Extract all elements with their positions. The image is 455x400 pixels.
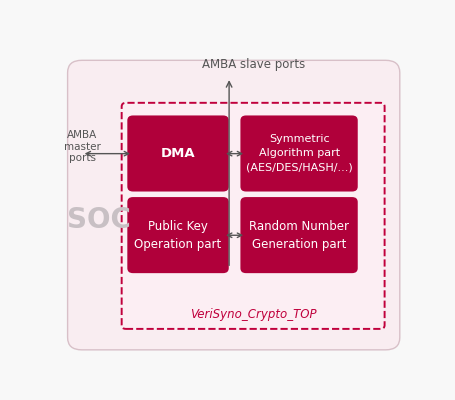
FancyBboxPatch shape <box>240 197 357 273</box>
FancyBboxPatch shape <box>240 116 357 192</box>
Text: AMBA
master
ports: AMBA master ports <box>64 130 101 163</box>
Text: Public Key
Operation part: Public Key Operation part <box>134 220 221 251</box>
FancyBboxPatch shape <box>121 103 384 329</box>
Text: AMBA slave ports: AMBA slave ports <box>201 58 304 72</box>
FancyBboxPatch shape <box>127 197 228 273</box>
Text: SOC: SOC <box>66 206 130 234</box>
Text: Random Number
Generation part: Random Number Generation part <box>248 220 349 251</box>
Text: VeriSyno_Crypto_TOP: VeriSyno_Crypto_TOP <box>189 308 316 321</box>
Text: Symmetric
Algorithm part
(AES/DES/HASH/...): Symmetric Algorithm part (AES/DES/HASH/.… <box>245 134 352 172</box>
Text: DMA: DMA <box>160 147 195 160</box>
FancyBboxPatch shape <box>67 60 399 350</box>
FancyBboxPatch shape <box>127 116 228 192</box>
